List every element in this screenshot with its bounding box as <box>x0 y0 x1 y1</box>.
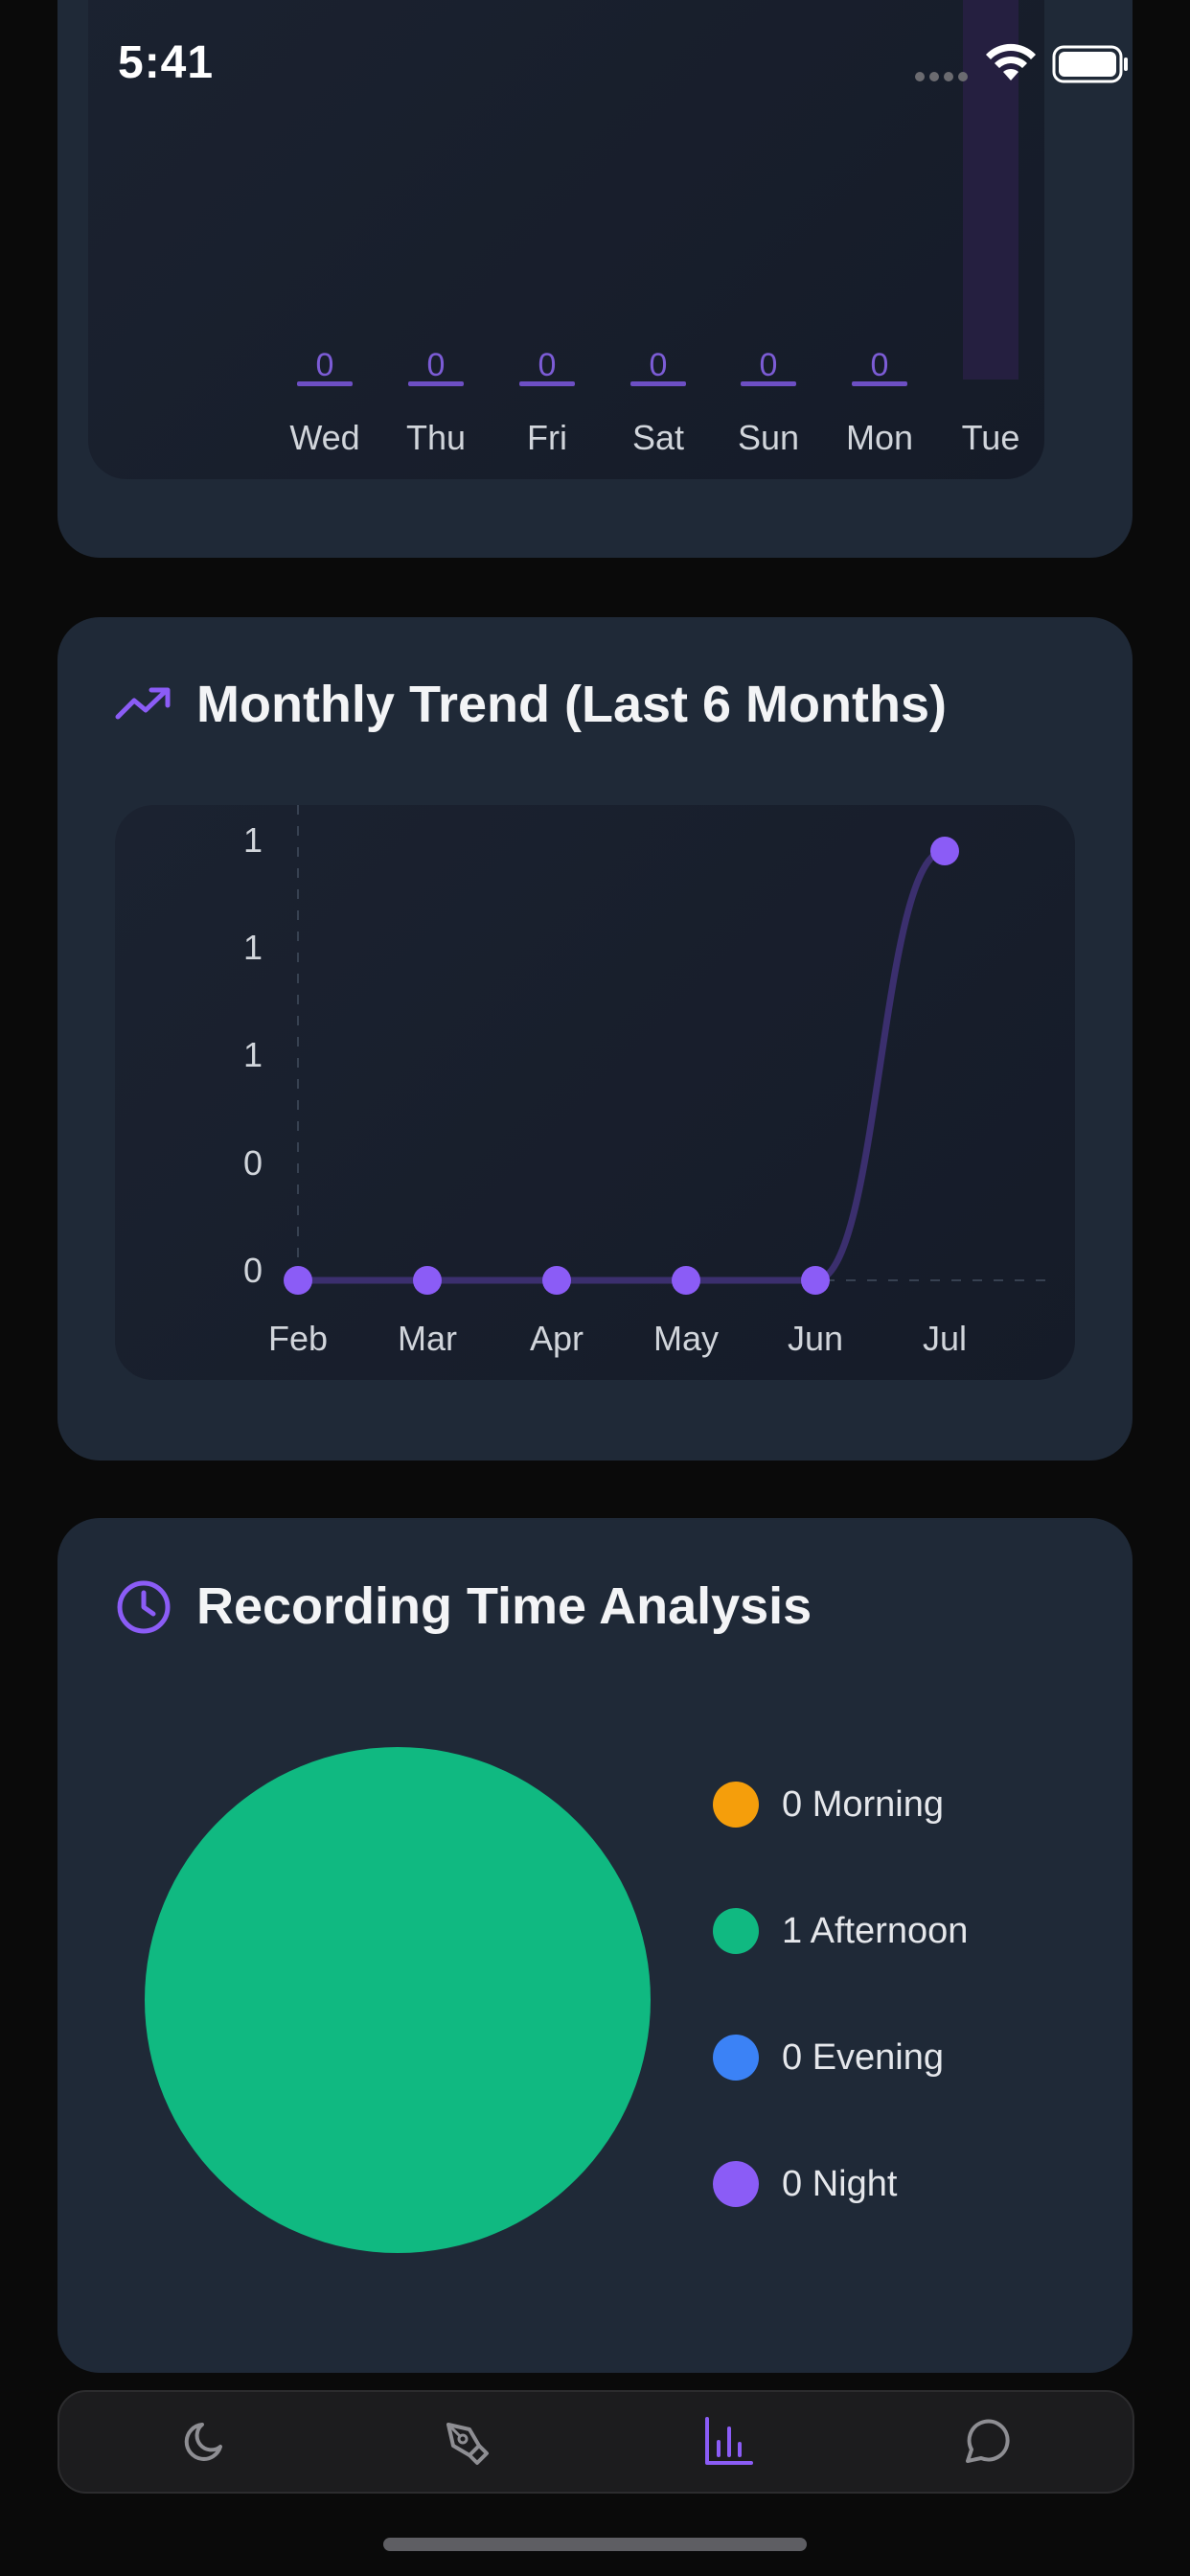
weekly-bar <box>852 381 907 386</box>
legend-item: 1 Afternoon <box>713 1907 968 1955</box>
tab-sleep[interactable] <box>178 2415 232 2469</box>
y-tick-label: 1 <box>243 928 263 967</box>
x-tick-label: Jul <box>923 1319 967 1358</box>
data-point <box>930 837 959 865</box>
trend-up-icon <box>115 684 172 727</box>
weekly-bar <box>297 381 353 386</box>
monthly-chart-area <box>115 805 1075 1380</box>
weekday-label-tue: Tue <box>961 418 1020 457</box>
weekly-chart-card <box>57 0 1133 558</box>
legend-color-dot <box>713 1782 759 1828</box>
weekly-bar <box>408 381 464 386</box>
weekday-label-sat: Sat <box>631 418 685 457</box>
tab-stats[interactable] <box>701 2415 755 2469</box>
data-point <box>413 1266 442 1295</box>
y-tick-label: 1 <box>243 1035 263 1074</box>
weekday-label-wed: Wed <box>289 418 360 457</box>
time-pie-chart <box>145 1747 651 2253</box>
y-tick-label: 0 <box>243 1143 263 1183</box>
data-point <box>672 1266 700 1295</box>
tab-chat[interactable] <box>960 2415 1014 2469</box>
weekday-label-fri: Fri <box>527 418 567 457</box>
pen-icon <box>446 2423 489 2465</box>
x-tick-label: Apr <box>530 1319 584 1358</box>
weekly-chart-area <box>88 0 1044 479</box>
weekly-bar-value: 0 <box>649 347 668 383</box>
data-point <box>284 1266 312 1295</box>
data-point <box>542 1266 571 1295</box>
x-tick-label: Feb <box>268 1319 328 1358</box>
y-tick-label: 1 <box>243 820 263 860</box>
data-point <box>801 1266 830 1295</box>
tab-bar <box>57 2390 1134 2494</box>
chat-bubble-icon <box>966 2419 1010 2463</box>
status-time: 5:41 <box>118 37 215 88</box>
tab-journal[interactable] <box>439 2415 492 2469</box>
weekly-bar-value: 0 <box>870 347 889 383</box>
y-tick-label: 0 <box>243 1251 263 1290</box>
legend-item: 0 Evening <box>713 2034 944 2082</box>
legend-label: 0 Morning <box>782 1783 944 1825</box>
clock-icon <box>115 1578 172 1641</box>
bar-chart-icon <box>705 2417 753 2465</box>
signal-icon <box>915 70 969 81</box>
weekly-bar-value: 0 <box>538 347 557 383</box>
legend-item: 0 Night <box>713 2160 897 2208</box>
x-tick-label: Mar <box>398 1319 457 1358</box>
weekly-bar <box>630 381 686 386</box>
weekday-label-sun: Sun <box>737 418 800 457</box>
legend-color-dot <box>713 2035 759 2081</box>
weekly-bar-value: 0 <box>759 347 778 383</box>
legend-label: 0 Evening <box>782 2036 945 2078</box>
weekday-label-thu: Thu <box>405 418 467 457</box>
monthly-trend-title: Monthly Trend (Last 6 Months) <box>196 676 947 733</box>
wifi-icon <box>985 42 1037 87</box>
legend-label: 0 Night <box>782 2163 898 2204</box>
weekday-label-mon: Mon <box>845 418 914 457</box>
legend-color-dot <box>713 1908 759 1954</box>
legend-item: 0 Morning <box>713 1781 944 1828</box>
x-tick-label: May <box>653 1319 719 1358</box>
series-line <box>298 847 946 1284</box>
legend-color-dot <box>713 2161 759 2207</box>
x-tick-label: Jun <box>788 1319 843 1358</box>
moon-icon <box>184 2423 222 2461</box>
recording-time-title: Recording Time Analysis <box>196 1577 812 1635</box>
weekly-bar <box>741 381 796 386</box>
battery-icon <box>1052 45 1129 88</box>
weekly-bar <box>519 381 575 386</box>
legend-label: 1 Afternoon <box>782 1910 969 1951</box>
home-indicator <box>383 2538 807 2551</box>
weekly-bar-value: 0 <box>315 347 334 383</box>
weekly-bar-value: 0 <box>426 347 446 383</box>
pie-slice-afternoon <box>145 1747 651 2253</box>
